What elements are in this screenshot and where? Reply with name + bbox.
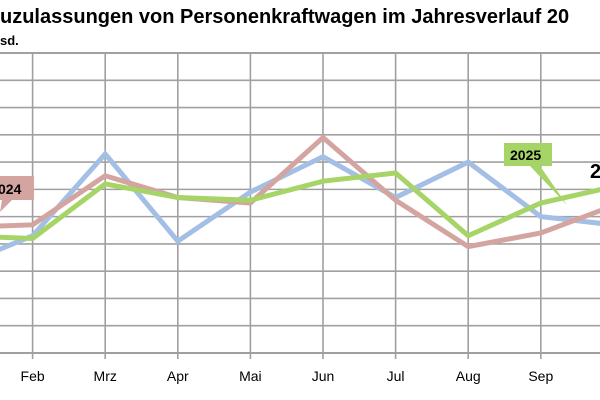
x-tick-label: Feb <box>21 368 45 384</box>
x-tick-label: Aug <box>456 368 481 384</box>
x-tick-label: Mrz <box>94 368 117 384</box>
chart-title: uzulassungen von Personenkraftwagen im J… <box>0 6 570 28</box>
label-2023: 2 <box>590 161 600 183</box>
label-2024-callout: 024 <box>0 176 34 212</box>
x-tick-label: Jul <box>387 368 405 384</box>
x-tick-label: Mai <box>239 368 262 384</box>
callouts: 024 2025 2 <box>0 143 600 212</box>
series-line-2023 <box>0 150 600 252</box>
x-tick-label: Jun <box>312 368 335 384</box>
label-2024: 024 <box>0 181 22 197</box>
series-line-2024 <box>0 134 600 250</box>
x-tick-label: Apr <box>167 368 189 384</box>
y-axis-unit-label: sd. <box>0 33 19 48</box>
series-lines <box>0 134 600 252</box>
grid <box>0 52 600 359</box>
series-line-2025 <box>0 170 600 241</box>
label-2025: 2025 <box>510 147 541 163</box>
label-2025-callout: 2025 <box>504 143 567 205</box>
x-tick-label: Sep <box>528 368 553 384</box>
x-tick-labels: Feb Mrz Apr Mai Jun Jul Aug Sep <box>21 368 554 384</box>
